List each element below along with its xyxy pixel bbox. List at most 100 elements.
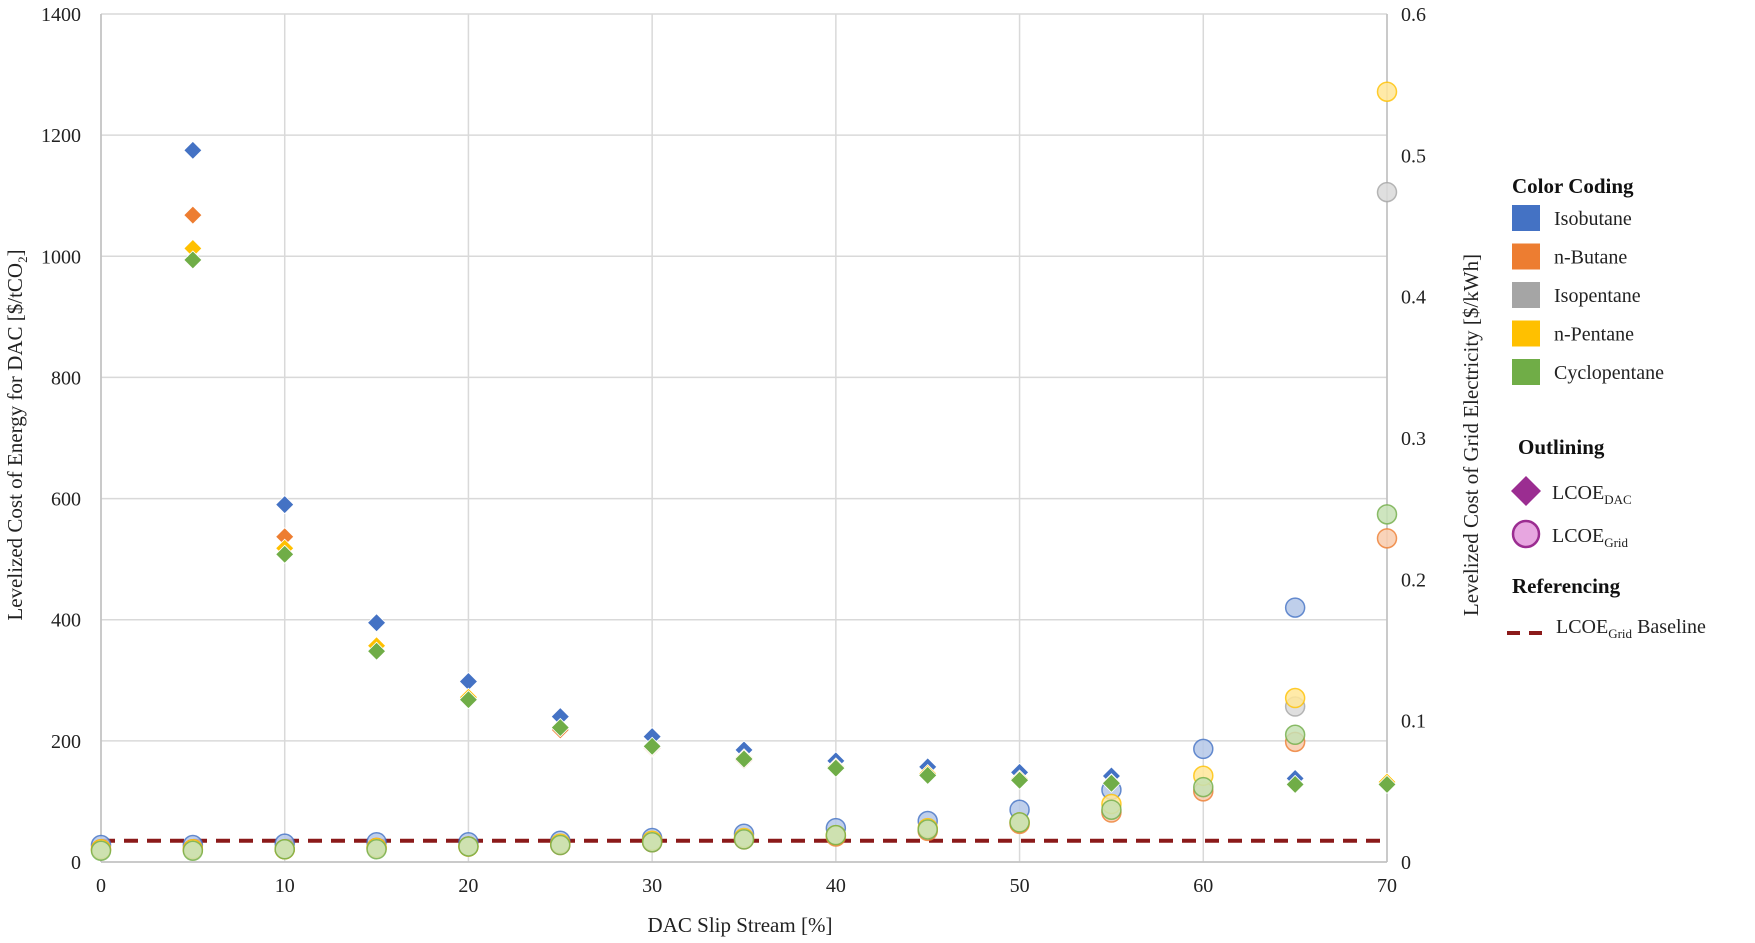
lcoe-dac-point: [183, 250, 203, 270]
lcoe-grid-point: [1284, 597, 1306, 618]
x-axis-title: DAC Slip Stream [%]: [648, 913, 833, 937]
x-tick-label: 10: [275, 875, 295, 897]
x-tick-label: 60: [1193, 875, 1213, 897]
legend-fluid-label: Isopentane: [1554, 285, 1641, 307]
lcoe-grid-point: [274, 839, 295, 860]
legend-swatch: [1512, 359, 1540, 385]
x-tick-label: 20: [458, 875, 478, 897]
legend-swatch: [1512, 205, 1540, 231]
y-tick-label: 200: [51, 731, 81, 753]
lcoe-dac-point: [1377, 774, 1397, 795]
lcoe-dac-point: [183, 205, 203, 225]
y-axis-title: Levelized Cost of Energy for DAC [$/tCO2…: [3, 249, 30, 620]
lcoe-grid-point: [182, 840, 204, 861]
lcoe-grid-point: [1193, 738, 1214, 760]
y2-tick-label: 0.6: [1401, 4, 1426, 26]
legend-swatch: [1512, 243, 1540, 270]
y2-tick-label: 0.3: [1401, 428, 1426, 450]
lcoe-dac-point: [1010, 770, 1030, 790]
lcoe-dac-point: [734, 749, 754, 769]
lcoe-dac-point: [1285, 774, 1305, 795]
legend-swatch: [1512, 282, 1540, 308]
y2-tick-label: 0.4: [1401, 287, 1426, 309]
y-tick-label: 800: [51, 367, 81, 389]
lcoe-dac-point: [458, 690, 478, 710]
lcoe-dac-point: [826, 758, 846, 778]
legend-baseline-end: Baseline: [1632, 616, 1706, 638]
y-tick-label: 0: [71, 852, 81, 874]
grid-lines: [100, 13, 1388, 863]
legend-fluid-label: Isobutane: [1554, 208, 1632, 230]
lcoe-grid-point: [550, 834, 571, 856]
axes: [100, 14, 1388, 863]
lcoe-grid-point: [1101, 799, 1122, 820]
x-tick-label: 70: [1377, 875, 1397, 897]
y2-tick-label: 0: [1401, 852, 1411, 874]
y-tick-label: 600: [51, 489, 81, 511]
y-tick-label: 1400: [41, 4, 81, 26]
lcoe-grid-point: [917, 819, 938, 840]
y2-axis-title: Levelized Cost of Grid Electricity [$/kW…: [1459, 254, 1483, 616]
y2-tick-label: 0.1: [1401, 711, 1426, 733]
legend-heading-referencing: Referencing: [1512, 574, 1621, 598]
lcoe-grid-point: [825, 824, 847, 846]
legend-heading-outlining: Outlining: [1518, 435, 1605, 459]
legend-heading-color-coding: Color Coding: [1512, 174, 1634, 198]
y-tick-label: 1200: [41, 125, 81, 147]
lcoe-grid-point: [366, 839, 387, 860]
lcoe-grid-points: [90, 81, 1398, 861]
lcoe-dac-point: [642, 736, 662, 756]
lcoe-grid-point: [1009, 812, 1030, 833]
y-tick-label: 1000: [41, 246, 81, 268]
y2-tick-label: 0.5: [1401, 145, 1426, 167]
legend: Color Coding Isobutane n-Butane Isopentane…: [1507, 174, 1706, 641]
lcoe-grid-point: [641, 831, 663, 853]
lcoe-dac-point: [275, 495, 295, 515]
lcoe-dac-point: [183, 140, 203, 160]
lcoe-dac-point: [1101, 773, 1121, 793]
legend-fluid-label: n-Pentane: [1554, 324, 1634, 346]
legend-fluid-label: n-Butane: [1554, 247, 1627, 269]
lcoe-grid-point: [1284, 724, 1306, 746]
lcoe-grid-point: [1376, 504, 1398, 525]
y-tick-label: 400: [51, 610, 81, 632]
tick-labels: 0 10 20 30 40 50 60 700200400600800100012001400…: [41, 4, 1426, 897]
x-tick-label: 50: [1010, 875, 1030, 897]
legend-lcoe-grid-main: LCOE: [1552, 525, 1604, 547]
lcoe-dac-point: [367, 641, 387, 661]
lcoe-dac-point: [918, 765, 938, 785]
legend-lcoe-grid-sub: Grid: [1604, 535, 1628, 550]
legend-lcoe-dac-marker: [1511, 476, 1541, 506]
y2-tick-label: 0.2: [1401, 569, 1426, 591]
legend-fluid-entries: Isobutane n-Butane Isopentane n-Pentane Cycl…: [1512, 205, 1664, 385]
lcoe-dac-point: [275, 544, 295, 564]
lcoe-grid-point: [1376, 528, 1398, 549]
legend-fluid-label: Cyclopentane: [1554, 362, 1664, 384]
x-tick-label: 30: [642, 875, 662, 897]
legend-lcoe-dac-label: LCOEDAC: [1552, 482, 1632, 507]
lcoe-grid-point: [733, 829, 755, 850]
y-axis-title-main: Levelized Cost of Energy for DAC [$/tCO: [3, 263, 27, 621]
lcoe-grid-point: [90, 840, 112, 861]
lcoe-dac-point: [367, 613, 387, 633]
x-tick-label: 0: [96, 875, 106, 897]
legend-lcoe-grid-label: LCOEGrid: [1552, 525, 1629, 550]
lcoe-grid-point: [1376, 81, 1398, 102]
legend-lcoe-dac-main: LCOE: [1552, 482, 1604, 504]
legend-baseline-label: LCOEGrid Baseline: [1556, 616, 1706, 641]
lcoe-grid-point: [1376, 181, 1398, 203]
y-axis-title-sub: 2: [15, 256, 30, 263]
legend-baseline-main: LCOE: [1556, 616, 1608, 638]
lcoe-grid-point: [1193, 776, 1214, 798]
lcoe-dac-points: [183, 140, 1397, 795]
y-axis-title-end: ]: [3, 249, 27, 256]
lcoe-dac-point: [550, 717, 570, 738]
lcoe-grid-point: [1284, 687, 1306, 709]
legend-lcoe-dac-sub: DAC: [1604, 492, 1631, 507]
legend-lcoe-grid-marker: [1511, 519, 1541, 549]
legend-swatch: [1512, 320, 1540, 347]
x-tick-label: 40: [826, 875, 846, 897]
legend-baseline-sub: Grid: [1608, 626, 1632, 641]
